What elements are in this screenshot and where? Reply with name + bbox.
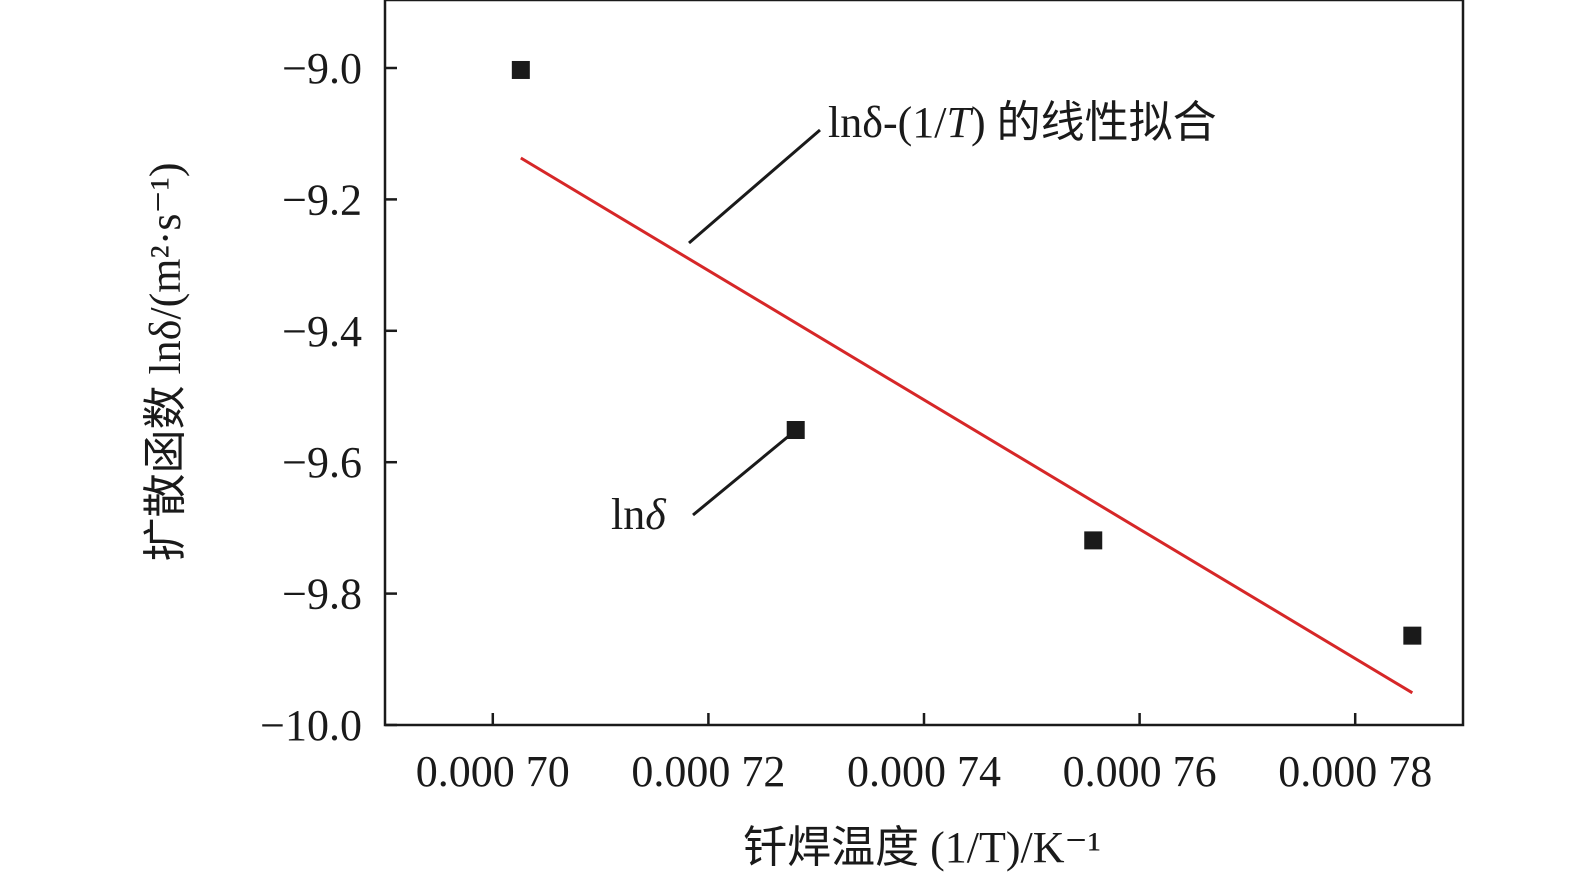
y-tick-label-1: −9.2 <box>282 175 362 224</box>
y-tick-label-0: −9.0 <box>282 44 362 93</box>
fit-annotation-leader <box>688 128 821 245</box>
plot-frame <box>383 0 1465 727</box>
x-tick-label-0: 0.000 70 <box>416 747 570 796</box>
data-point-2 <box>1084 531 1103 550</box>
point-annotation: lnδ <box>611 490 667 539</box>
fit-line <box>520 156 1414 695</box>
y-tick-label-5: −10.0 <box>260 701 362 750</box>
marks-layer <box>511 60 1422 695</box>
y-tick-label-3: −9.6 <box>282 438 362 487</box>
y-axis-title: 扩散函数 lnδ/(m²·s⁻¹) <box>141 162 190 561</box>
x-tick-label-3: 0.000 76 <box>1063 747 1217 796</box>
data-point-1 <box>786 421 805 440</box>
fit-annotation: lnδ-(1/T) 的线性拟合 <box>828 98 1217 147</box>
data-point-3 <box>1403 626 1422 645</box>
data-point-0 <box>511 60 530 79</box>
y-tick-label-4: −9.8 <box>282 570 362 619</box>
x-tick-label-2: 0.000 74 <box>847 747 1001 796</box>
x-tick-label-1: 0.000 72 <box>631 747 785 796</box>
point-annotation-leader <box>692 433 791 517</box>
x-axis-title: 钎焊温度 (1/T)/K⁻¹ <box>743 823 1101 872</box>
ticks-layer: −9.0 −9.2 −9.4 −9.6 −9.8 −10.0 0.000 70 0.000 7… <box>260 44 1432 796</box>
x-tick-label-4: 0.000 78 <box>1278 747 1432 796</box>
y-tick-label-2: −9.4 <box>282 307 362 356</box>
